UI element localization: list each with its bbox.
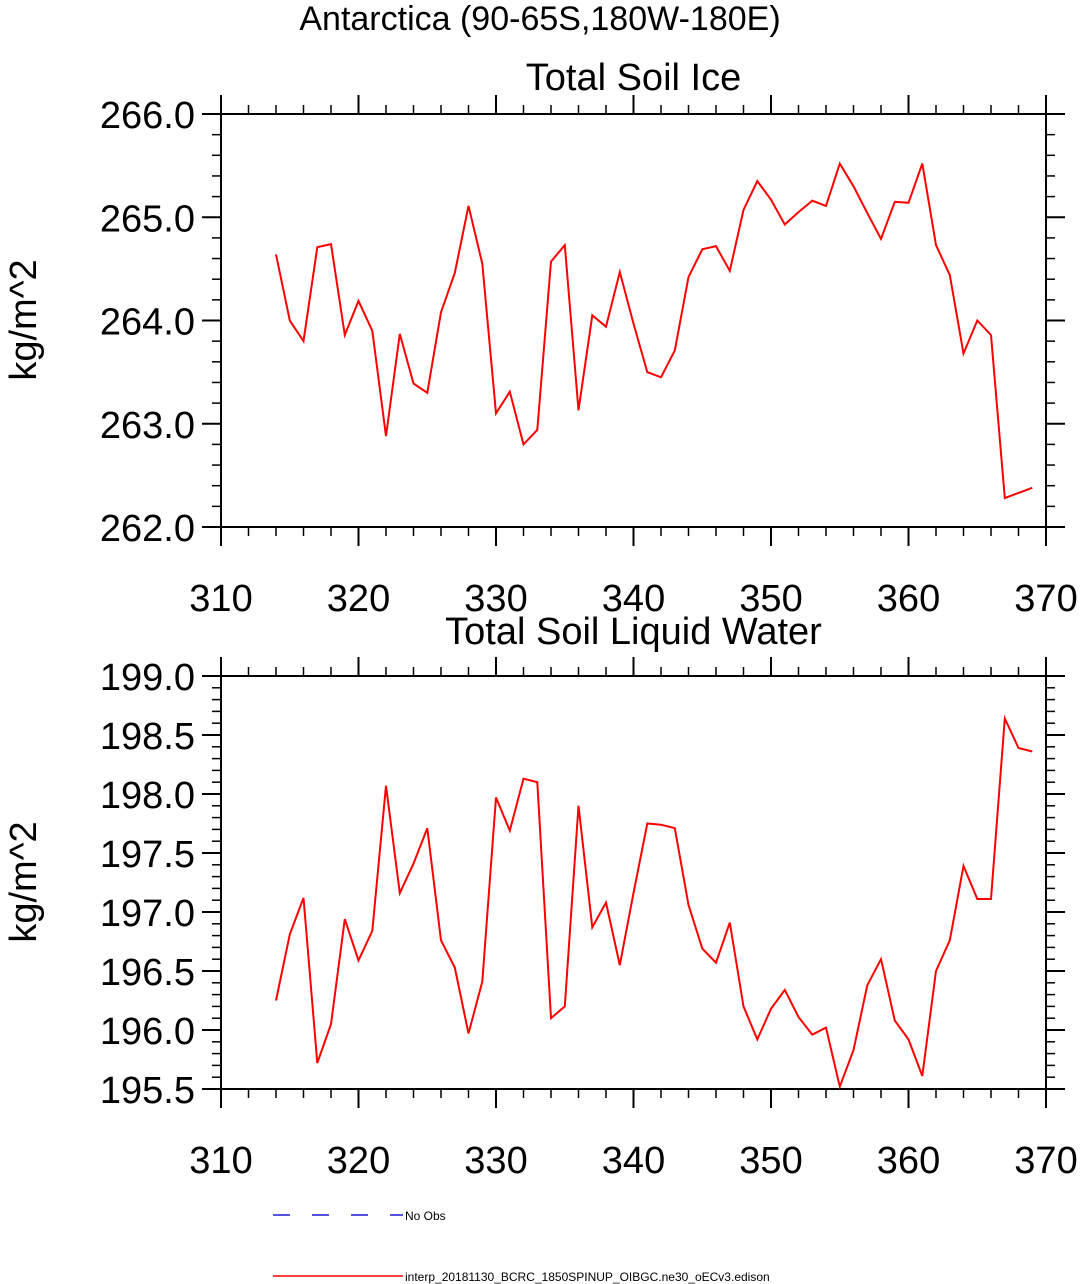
x-tick-label: 320 [327,578,390,620]
y-axis-label: kg/m^2 [3,259,45,380]
x-tick-label: 340 [602,1140,665,1182]
legend-label-no-obs: No Obs [405,1209,446,1223]
y-tick-label: 263.0 [100,405,195,447]
y-tick-label: 199.0 [100,657,195,699]
y-tick-label: 265.0 [100,198,195,240]
y-tick-label: 198.5 [100,716,195,758]
x-tick-label: 330 [464,578,527,620]
y-tick-label: 195.5 [100,1070,195,1112]
y-tick-label: 262.0 [100,508,195,550]
y-tick-label: 266.0 [100,95,195,137]
y-tick-label: 196.5 [100,952,195,994]
legend: No Obs interp_20181130_BCRC_1850SPINUP_O… [273,1209,770,1284]
chart-title: Total Soil Ice [526,57,741,99]
x-tick-label: 330 [464,1140,527,1182]
legend-label-model: interp_20181130_BCRC_1850SPINUP_OIBGC.ne… [405,1270,770,1284]
x-tick-label: 320 [327,1140,390,1182]
x-tick-label: 360 [877,578,940,620]
y-tick-label: 196.0 [100,1011,195,1053]
x-tick-label: 370 [1014,578,1077,620]
y-tick-label: 198.0 [100,775,195,817]
chart-title: Total Soil Liquid Water [445,611,822,653]
figure-title: Antarctica (90-65S,180W-180E) [299,0,780,38]
series-line [275,161,1033,500]
x-tick-label: 310 [189,1140,252,1182]
x-tick-label: 370 [1014,1140,1077,1182]
x-tick-label: 350 [739,1140,802,1182]
y-tick-label: 197.5 [100,834,195,876]
panel-total-soil-liquid-water: Total Soil Liquid Water kg/m^2 310 320 330 34… [3,611,1078,1182]
y-tick-label: 197.0 [100,893,195,935]
x-tick-label: 340 [602,578,665,620]
x-tick-label: 310 [189,578,252,620]
y-tick-label: 264.0 [100,302,195,344]
x-tick-label: 350 [739,578,802,620]
series-line [275,714,1033,1091]
panel-total-soil-ice: Total Soil Ice kg/m^2 310 320 330 340 350 360 37… [3,57,1078,620]
plot-frame [220,675,1047,1090]
x-tick-label: 360 [877,1140,940,1182]
y-axis-label: kg/m^2 [3,821,45,942]
